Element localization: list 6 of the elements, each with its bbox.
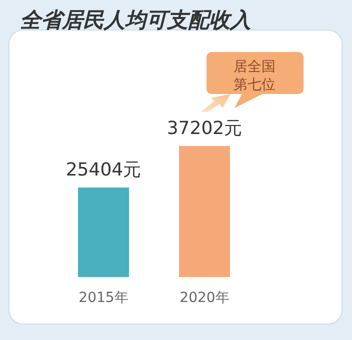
x-tick-label: 2020年 xyxy=(180,290,230,306)
x-tick-label: 2015年 xyxy=(78,290,128,306)
data-label: 25404元 xyxy=(66,160,142,181)
chart-title: 全省居民人均可支配收入 xyxy=(20,8,251,32)
data-label: 37202元 xyxy=(166,118,242,139)
text: 居全国第七位 xyxy=(234,59,276,93)
